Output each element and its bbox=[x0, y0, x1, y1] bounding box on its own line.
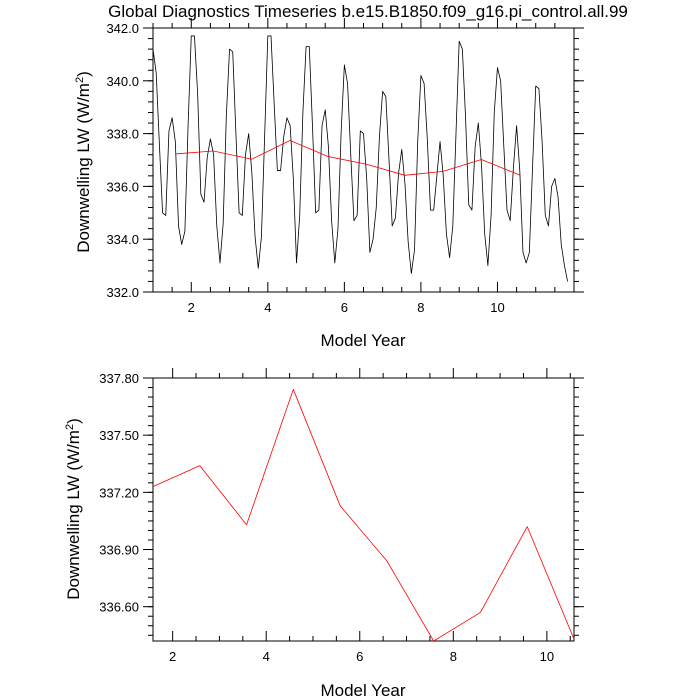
bottom-x-tick-label: 10 bbox=[540, 649, 554, 664]
bottom-x-tick-label: 6 bbox=[356, 649, 363, 664]
top-x-tick-label: 8 bbox=[417, 300, 424, 315]
top-y-tick-label: 338.0 bbox=[106, 127, 139, 142]
top-plot-frame bbox=[152, 27, 575, 293]
top-x-axis-label: Model Year bbox=[320, 331, 405, 350]
bottom-y-tick-label: 337.80 bbox=[99, 371, 139, 386]
bottom-y-axis-label-end: ) bbox=[64, 418, 83, 424]
bottom-y-axis-label-main: Downwelling LW (W/m bbox=[64, 430, 83, 600]
top-x-tick-label: 6 bbox=[341, 300, 348, 315]
top-y-axis-label-end: ) bbox=[74, 71, 93, 77]
bottom-plot-frame bbox=[152, 377, 575, 642]
bottom-y-tick-label: 337.20 bbox=[99, 485, 139, 500]
top-y-axis-label-sup: 2 bbox=[74, 77, 86, 83]
top-y-axis-label-main: Downwelling LW (W/m bbox=[74, 83, 93, 253]
bottom-y-tick-label: 337.50 bbox=[99, 428, 139, 443]
top-series-monthly bbox=[152, 35, 569, 282]
bottom-x-tick-label: 4 bbox=[263, 649, 270, 664]
top-y-tick-label: 336.0 bbox=[106, 179, 139, 194]
bottom-y-axis-label: Downwelling LW (W/m2) bbox=[64, 418, 83, 600]
bottom-y-axis-label-sup: 2 bbox=[64, 424, 76, 430]
top-x-tick-label: 2 bbox=[188, 300, 195, 315]
bottom-x-tick-label: 2 bbox=[169, 649, 176, 664]
top-series-annual-mean bbox=[175, 140, 520, 176]
top-y-tick-label: 340.0 bbox=[106, 74, 139, 89]
bottom-series-annual-mean bbox=[152, 389, 575, 642]
bottom-x-tick-label: 8 bbox=[450, 649, 457, 664]
top-y-tick-label: 334.0 bbox=[106, 232, 139, 247]
bottom-y-tick-label: 336.90 bbox=[99, 543, 139, 558]
top-y-tick-label: 332.0 bbox=[106, 285, 139, 300]
bottom-y-tick-label: 336.60 bbox=[99, 600, 139, 615]
chart-title: Global Diagnostics Timeseries b.e15.B185… bbox=[108, 2, 628, 21]
top-x-tick-label: 10 bbox=[490, 300, 504, 315]
top-y-axis-label: Downwelling LW (W/m2) bbox=[74, 71, 93, 253]
top-y-tick-label: 342.0 bbox=[106, 21, 139, 36]
top-x-tick-label: 4 bbox=[264, 300, 271, 315]
bottom-chart: 2 4 6 8 10 336.60 336.90 337.20 337.50 337.80 bbox=[99, 368, 584, 664]
bottom-x-axis-label: Model Year bbox=[320, 681, 405, 700]
top-chart: 2 4 6 8 10 332.0 334.0 336.0 338.0 340.0 342.0 bbox=[106, 18, 584, 315]
